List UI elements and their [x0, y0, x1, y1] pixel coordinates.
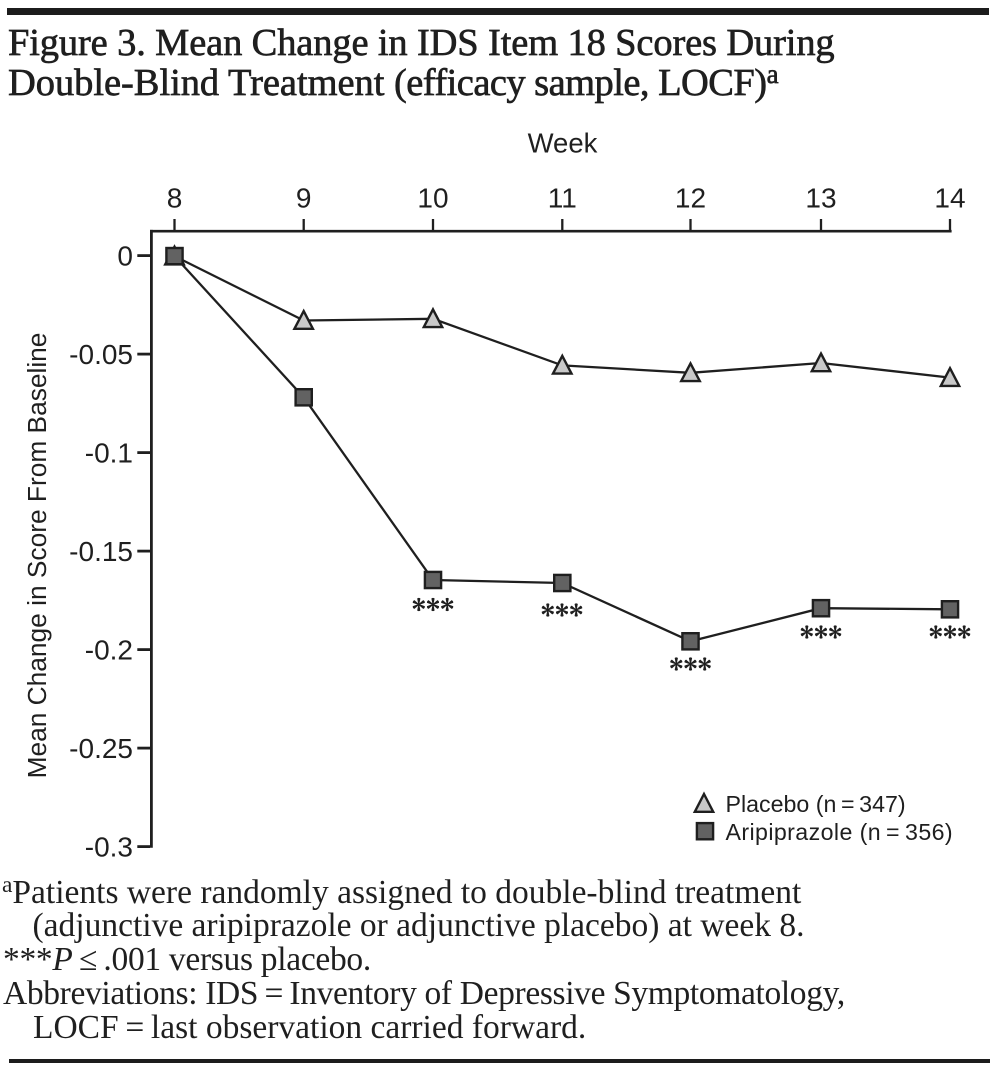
svg-text:13: 13 — [805, 182, 836, 213]
svg-text:Mean Change in Score From Base: Mean Change in Score From Baseline — [22, 333, 52, 779]
svg-text:14: 14 — [934, 182, 965, 213]
svg-text:Aripiprazole (n = 356): Aripiprazole (n = 356) — [726, 819, 954, 845]
svg-text:-0.2: -0.2 — [85, 635, 133, 666]
svg-text:Week: Week — [528, 127, 598, 158]
svg-text:Placebo (n = 347): Placebo (n = 347) — [726, 791, 906, 817]
svg-text:-0.15: -0.15 — [69, 536, 133, 567]
svg-text:12: 12 — [675, 182, 706, 213]
svg-text:9: 9 — [296, 182, 312, 213]
svg-text:-0.05: -0.05 — [69, 339, 133, 370]
svg-text:-0.25: -0.25 — [69, 733, 133, 764]
svg-text:10: 10 — [417, 182, 448, 213]
svg-text:8: 8 — [167, 182, 183, 213]
svg-text:11: 11 — [548, 182, 577, 213]
svg-text:-0.3: -0.3 — [85, 832, 133, 863]
svg-text:-0.1: -0.1 — [85, 438, 133, 469]
svg-text:0: 0 — [117, 241, 133, 272]
